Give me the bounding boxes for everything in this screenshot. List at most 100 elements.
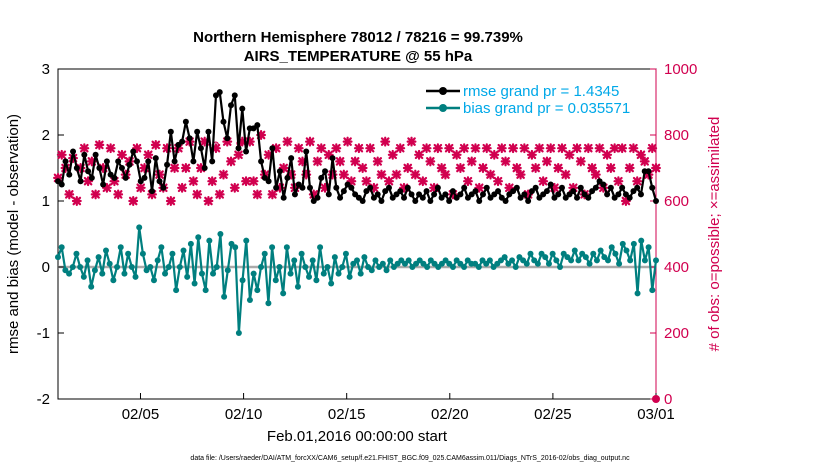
obs-assimilated-marker: [406, 136, 417, 147]
rmse-point: [243, 148, 250, 155]
x-tick-label: 02/05: [122, 406, 160, 423]
rmse-point: [201, 165, 208, 171]
obs-assimilated-marker: [338, 169, 349, 180]
obs-assimilated-marker: [316, 143, 327, 154]
rmse-point: [126, 161, 133, 168]
bias-point: [58, 244, 65, 251]
bias-point: [357, 270, 364, 277]
rmse-point: [340, 188, 347, 195]
rmse-point: [337, 194, 344, 201]
obs-assimilated-marker: [500, 156, 511, 167]
rmse-point: [615, 191, 622, 198]
obs-assimilated-marker: [90, 189, 101, 200]
rmse-point: [303, 148, 310, 155]
bias-point: [320, 270, 327, 277]
bias-point: [512, 264, 519, 270]
obs-assimilated-marker: [538, 176, 549, 187]
obs-assimilated-marker: [395, 143, 406, 154]
rmse-point: [592, 184, 599, 191]
bias-point: [162, 270, 169, 277]
bias-point: [246, 297, 253, 303]
bias-point: [169, 250, 176, 257]
rmse-point: [306, 184, 313, 191]
rmse-point: [427, 198, 434, 204]
obs-assimilated-marker: [391, 169, 402, 180]
rmse-point: [513, 184, 520, 191]
bias-point: [649, 287, 656, 294]
bias-point: [387, 257, 394, 264]
rmse-point: [322, 168, 329, 175]
bias-point: [217, 231, 224, 237]
rmse-point: [149, 188, 156, 195]
legend: rmse grand pr = 1.4345 bias grand pr = 0…: [422, 82, 646, 122]
bias-point: [224, 267, 231, 274]
y-right-tick-label: 0: [664, 391, 672, 408]
bias-point: [383, 267, 390, 274]
bias-point: [191, 280, 198, 287]
rmse-point: [141, 174, 148, 181]
rmse-point: [574, 194, 581, 201]
rmse-point: [555, 191, 562, 198]
obs-assimilated-marker: [557, 143, 567, 154]
obs-assimilated-marker: [71, 196, 82, 206]
rmse-point: [449, 188, 456, 195]
obs-assimilated-marker: [451, 149, 462, 160]
bias-point: [449, 264, 456, 270]
chart-title: Northern Hemisphere 78012 / 78216 = 99.7…: [193, 29, 523, 46]
obs-assimilated-marker: [470, 143, 481, 154]
bias-point: [641, 257, 648, 264]
bias-point: [623, 247, 630, 254]
bias-point: [232, 244, 239, 251]
rmse-point: [483, 184, 490, 191]
bias-point: [298, 250, 305, 257]
obs-assimilated-marker: [372, 156, 383, 167]
bias-point: [638, 237, 645, 244]
bias-point: [557, 264, 564, 270]
rmse-point: [186, 135, 193, 142]
rmse-point: [269, 145, 276, 152]
bias-point: [313, 277, 320, 284]
bias-point: [294, 283, 301, 290]
obs-assimilated-marker: [387, 149, 398, 160]
rmse-point: [547, 181, 554, 188]
obs-assimilated-marker: [466, 156, 477, 167]
bias-point: [590, 250, 597, 257]
rmse-point: [318, 174, 325, 181]
rmse-point: [645, 168, 652, 175]
obs-assimilated-marker: [207, 176, 218, 187]
rmse-point: [348, 184, 355, 191]
bias-point: [612, 250, 619, 257]
obs-assimilated-marker: [605, 163, 616, 173]
rmse-point: [408, 191, 415, 198]
bias-point: [509, 257, 516, 264]
obs-assimilated-marker: [632, 176, 643, 187]
rmse-point: [359, 198, 366, 204]
rmse-point: [88, 174, 95, 181]
obs-count-markers: [53, 130, 661, 403]
bias-point: [132, 273, 139, 280]
rmse-point: [401, 194, 408, 201]
rmse-point: [100, 181, 107, 188]
legend-rmse-label: rmse grand pr = 1.4345: [463, 83, 619, 100]
obs-assimilated-marker: [241, 176, 251, 187]
rmse-point: [62, 158, 69, 165]
obs-assimilated-marker: [425, 156, 436, 167]
bias-point: [243, 237, 250, 244]
obs-assimilated-marker: [613, 176, 624, 187]
rmse-point: [600, 181, 607, 188]
bias-point: [379, 260, 386, 267]
rmse-point: [649, 184, 656, 191]
bias-point: [306, 273, 313, 280]
rmse-point: [634, 184, 641, 191]
bias-point: [221, 293, 228, 300]
rmse-point: [239, 105, 246, 112]
bias-point: [582, 254, 589, 261]
bias-point: [475, 264, 482, 270]
bias-point: [206, 237, 213, 244]
bias-point: [627, 257, 634, 264]
bias-point: [593, 257, 600, 264]
rmse-point: [130, 148, 137, 155]
legend-bias-label: bias grand pr = 0.035571: [463, 100, 630, 117]
obs-assimilated-marker: [64, 189, 75, 200]
rmse-point: [314, 194, 321, 201]
